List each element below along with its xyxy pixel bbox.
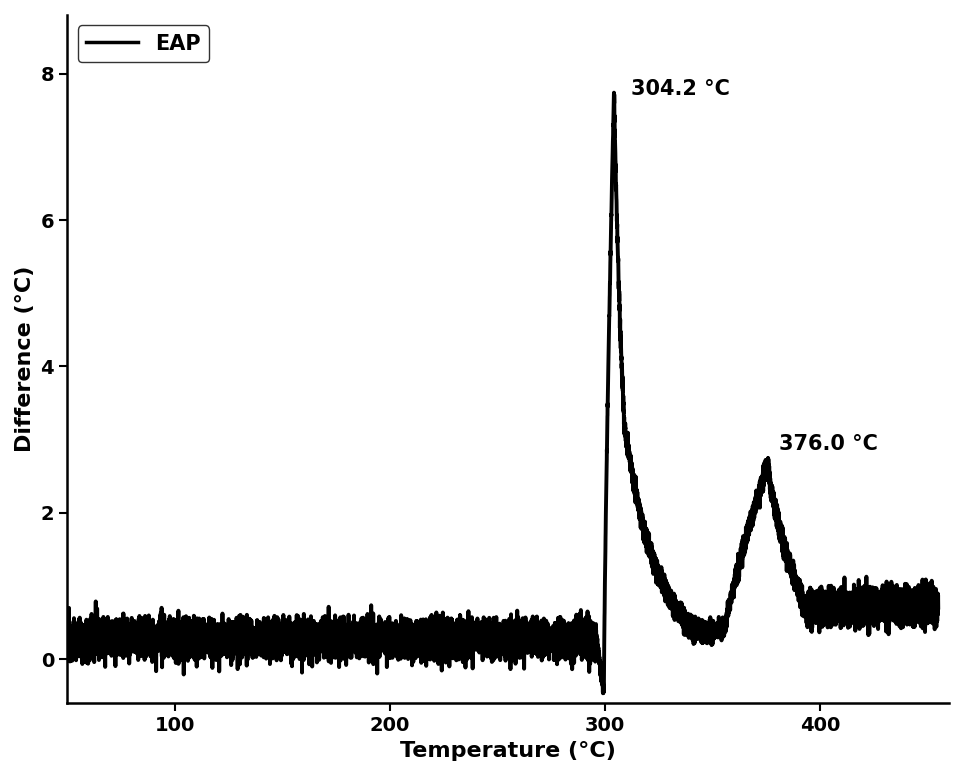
X-axis label: Temperature (°C): Temperature (°C) — [400, 741, 616, 761]
Legend: EAP: EAP — [78, 26, 209, 62]
Y-axis label: Difference (°C): Difference (°C) — [15, 266, 35, 452]
Text: 376.0 °C: 376.0 °C — [779, 435, 878, 454]
Text: 304.2 °C: 304.2 °C — [631, 79, 730, 99]
